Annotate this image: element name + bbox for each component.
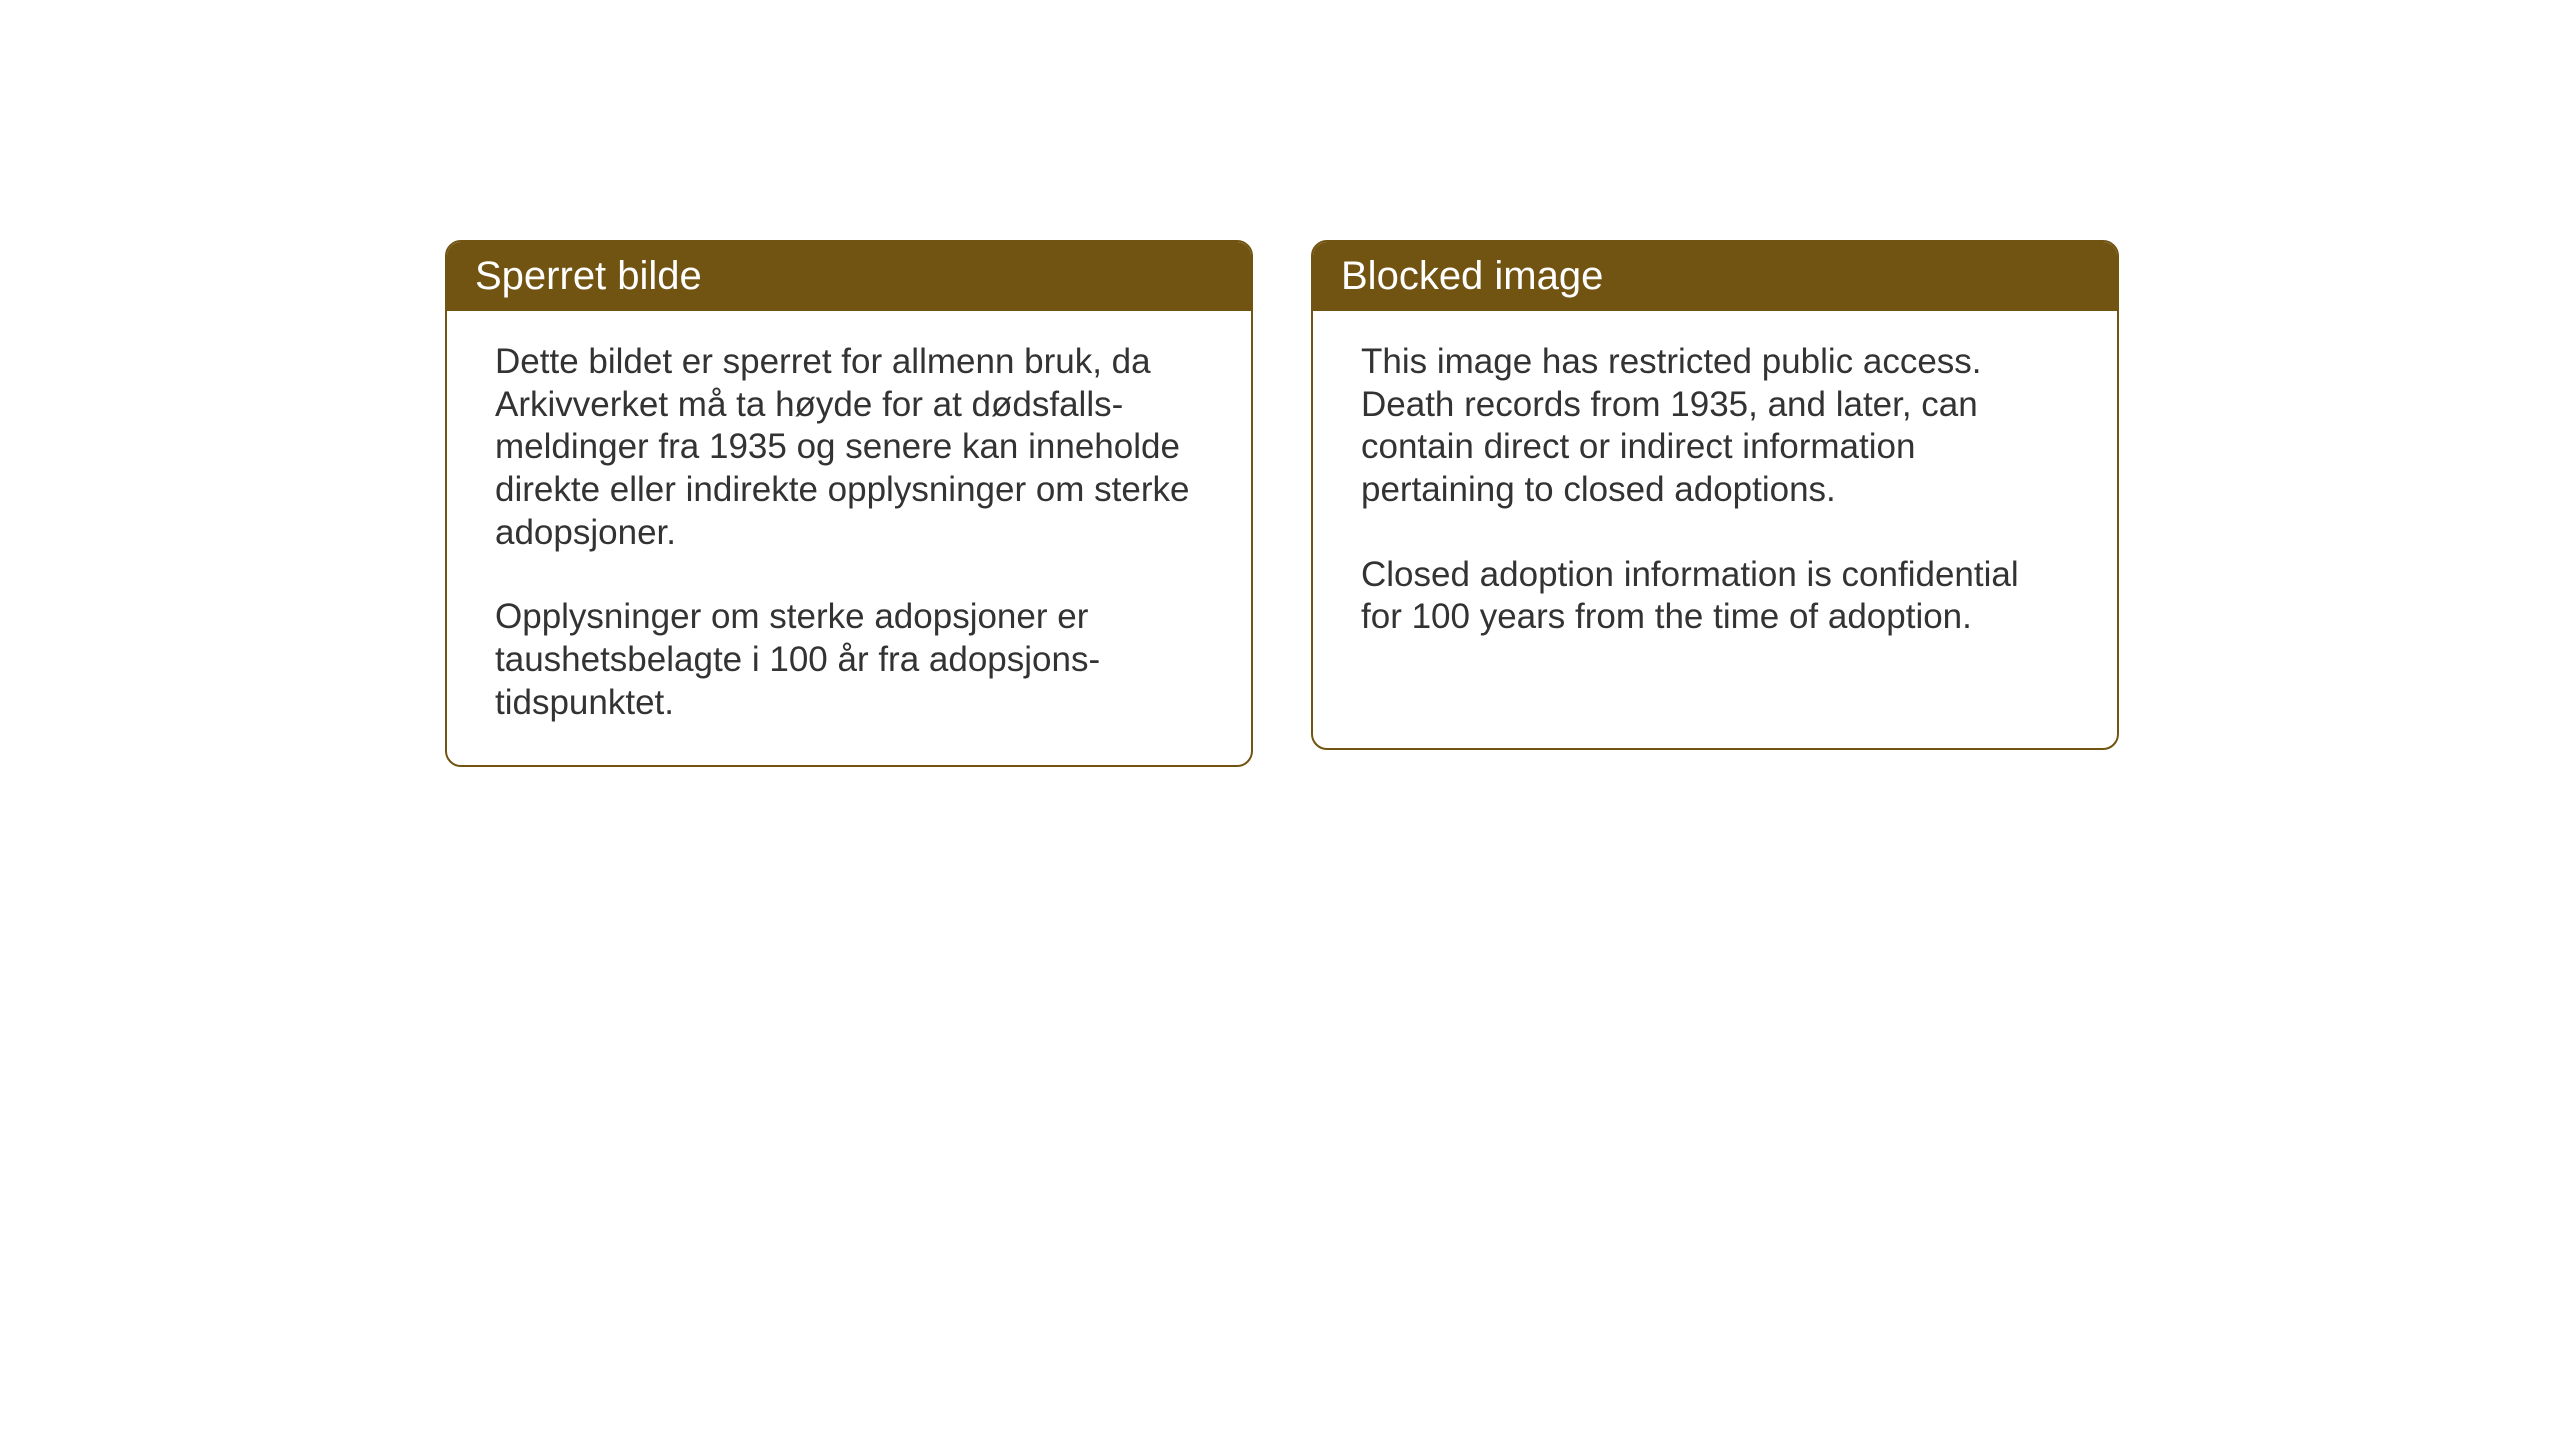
- card-header-norwegian: Sperret bilde: [447, 242, 1251, 311]
- card-header-english: Blocked image: [1313, 242, 2117, 311]
- notice-card-english: Blocked image This image has restricted …: [1311, 240, 2119, 750]
- card-paragraph-2-english: Closed adoption information is confident…: [1361, 554, 2069, 639]
- card-paragraph-1-english: This image has restricted public access.…: [1361, 341, 2069, 512]
- card-paragraph-1-norwegian: Dette bildet er sperret for allmenn bruk…: [495, 341, 1203, 554]
- card-body-norwegian: Dette bildet er sperret for allmenn bruk…: [447, 311, 1251, 765]
- card-title-english: Blocked image: [1341, 254, 1603, 298]
- card-body-english: This image has restricted public access.…: [1313, 311, 2117, 679]
- card-title-norwegian: Sperret bilde: [475, 254, 702, 298]
- notice-card-norwegian: Sperret bilde Dette bildet er sperret fo…: [445, 240, 1253, 767]
- card-paragraph-2-norwegian: Opplysninger om sterke adopsjoner er tau…: [495, 596, 1203, 724]
- notice-cards-container: Sperret bilde Dette bildet er sperret fo…: [445, 240, 2119, 767]
